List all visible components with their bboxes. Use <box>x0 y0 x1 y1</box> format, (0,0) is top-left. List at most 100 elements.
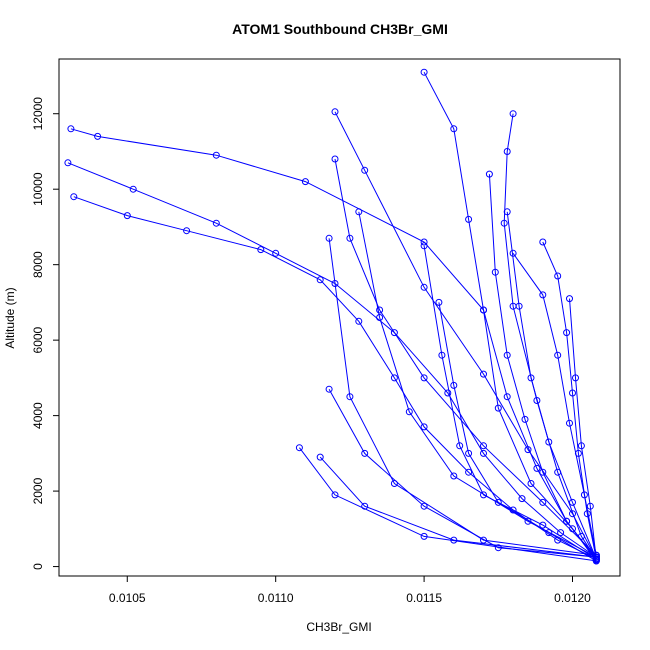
data-point <box>295 444 303 452</box>
data-point <box>503 208 511 216</box>
data-point <box>554 351 562 359</box>
data-point <box>331 108 339 116</box>
data-point <box>390 329 398 337</box>
data-point <box>376 306 384 314</box>
y-tick-label: 4000 <box>31 402 45 429</box>
data-point <box>390 374 398 382</box>
data-point <box>586 502 594 510</box>
data-point <box>563 517 571 525</box>
data-point <box>301 178 309 186</box>
y-tick-label: 2000 <box>31 477 45 504</box>
series-line <box>334 111 597 560</box>
data-point <box>480 491 487 499</box>
data-point <box>465 215 473 223</box>
data-point <box>554 272 562 280</box>
data-point <box>592 553 600 561</box>
data-point <box>67 125 75 133</box>
data-point <box>316 276 324 284</box>
data-point <box>129 185 137 193</box>
y-tick-label: 12000 <box>31 97 45 131</box>
x-tick-label: 0.0110 <box>258 591 294 605</box>
series-layer <box>64 68 600 565</box>
data-point <box>566 419 573 427</box>
data-point <box>524 517 532 525</box>
data-point <box>539 521 547 529</box>
series-line <box>319 456 597 558</box>
profile-series <box>509 249 600 559</box>
data-point <box>577 442 585 450</box>
series-line <box>423 71 597 562</box>
data-point <box>465 468 473 476</box>
data-point <box>545 529 553 537</box>
series-line <box>503 113 597 560</box>
data-point <box>456 442 464 450</box>
data-point <box>485 170 493 178</box>
data-point <box>539 291 547 299</box>
data-point <box>563 329 571 337</box>
plot-frame <box>58 58 621 577</box>
data-point <box>557 529 565 537</box>
y-tick-label: 6000 <box>31 326 45 353</box>
profile-series <box>295 444 600 565</box>
data-point <box>491 268 499 276</box>
data-point <box>569 389 576 397</box>
data-point <box>533 464 541 472</box>
data-point <box>539 498 547 506</box>
data-point <box>420 423 428 431</box>
data-point <box>272 249 280 257</box>
data-point <box>420 502 428 510</box>
data-point <box>480 536 487 544</box>
data-point <box>572 374 579 382</box>
chart-title: ATOM1 Southbound CH3Br_GMI <box>232 21 448 37</box>
data-point <box>390 480 398 487</box>
data-point <box>405 408 413 416</box>
profile-series <box>325 234 600 559</box>
series-line <box>334 158 597 556</box>
data-point <box>465 449 473 457</box>
data-point <box>480 370 487 378</box>
data-point <box>331 491 339 499</box>
data-point <box>70 193 78 201</box>
data-point <box>444 389 452 397</box>
data-point <box>566 295 573 303</box>
series-line <box>299 447 597 562</box>
data-point <box>494 544 502 552</box>
series-line <box>328 238 597 556</box>
profile-series <box>539 238 600 563</box>
data-point <box>480 442 487 450</box>
data-point <box>420 374 428 382</box>
data-point <box>545 438 553 446</box>
data-point <box>494 498 502 506</box>
x-axis-label: CH3Br_GMI <box>306 620 371 634</box>
data-point <box>355 208 363 216</box>
data-point <box>500 219 508 227</box>
data-point <box>569 498 576 506</box>
x-tick-label: 0.0105 <box>109 591 146 605</box>
data-point <box>494 404 502 412</box>
data-point <box>480 449 487 457</box>
series-line <box>438 302 597 562</box>
data-point <box>361 166 369 174</box>
data-point <box>503 148 511 155</box>
data-point <box>539 238 547 246</box>
series-line <box>512 253 597 556</box>
data-point <box>123 212 131 220</box>
x-tick-label: 0.0120 <box>554 591 591 605</box>
data-point <box>64 159 72 167</box>
y-tick-label: 10000 <box>31 172 45 206</box>
data-point <box>361 449 369 457</box>
data-point <box>524 446 532 454</box>
data-point <box>450 125 458 133</box>
y-axis-label: Altitude (m) <box>3 287 17 348</box>
data-point <box>521 415 529 423</box>
data-point <box>94 132 102 140</box>
series-line <box>73 196 597 560</box>
profile-series <box>325 385 600 561</box>
profile-series <box>70 193 600 563</box>
data-point <box>569 510 576 518</box>
data-point <box>346 393 354 401</box>
data-point <box>592 556 600 564</box>
series-line <box>328 388 597 558</box>
data-point <box>518 495 526 503</box>
